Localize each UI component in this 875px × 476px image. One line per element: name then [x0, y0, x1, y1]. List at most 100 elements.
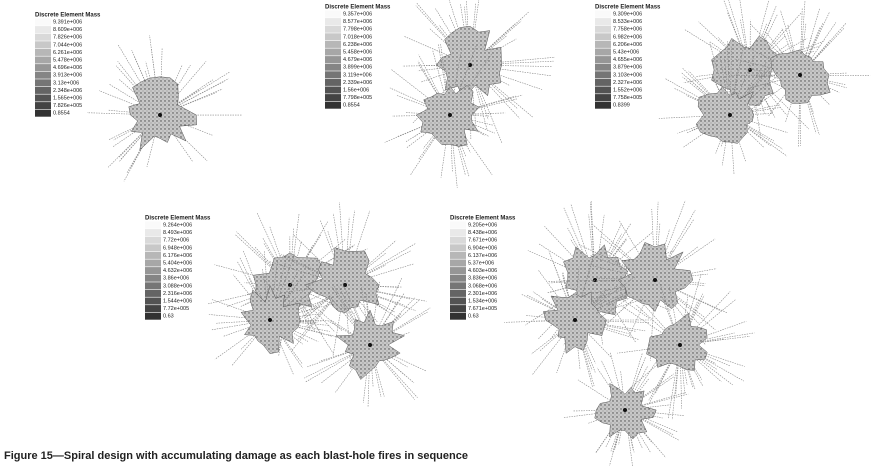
- legend-label: 7.826e+006: [53, 35, 82, 41]
- legend-label: 6.206e+006: [613, 42, 642, 48]
- crack-ray: [369, 344, 416, 400]
- damage-zone: [128, 76, 197, 151]
- crack-ray: [574, 265, 580, 321]
- crack-ray: [405, 114, 451, 149]
- crack-ray: [469, 64, 503, 144]
- blast-hole: [798, 73, 802, 77]
- crack-ray: [799, 22, 847, 76]
- blast-hole: [593, 278, 597, 282]
- crack-ray: [333, 285, 371, 346]
- legend-swatch: [145, 289, 161, 297]
- legend-swatch: [35, 86, 51, 94]
- crack-ray: [724, 56, 731, 116]
- legend-swatch: [450, 305, 466, 313]
- crack-ray: [331, 286, 371, 346]
- crack-ray: [440, 43, 451, 116]
- crack-ray: [159, 64, 183, 116]
- legend-label: 8.493e+006: [163, 230, 192, 236]
- legend-title: Discrete Element Mass: [145, 216, 211, 222]
- legend-label: 7.72e+006: [163, 238, 189, 244]
- simulation-images: [87, 0, 871, 467]
- crack-ray: [289, 221, 328, 286]
- crack-ray: [562, 278, 576, 321]
- legend-label: 7.671e+006: [468, 238, 497, 244]
- crack-ray: [87, 112, 161, 116]
- crack-ray: [574, 285, 618, 321]
- legend-swatch: [595, 63, 611, 71]
- crack-ray: [239, 257, 271, 321]
- legend-swatch: [450, 282, 466, 290]
- legend-label: 3.86e+006: [163, 276, 189, 282]
- blast-hole: [623, 408, 627, 412]
- legend-swatch: [595, 71, 611, 79]
- legend-swatch: [595, 86, 611, 94]
- crack-ray: [344, 263, 414, 286]
- legend-label: 2.301e+006: [468, 291, 497, 297]
- crack-ray: [291, 284, 346, 308]
- legend-label: 3.088e+006: [163, 283, 192, 289]
- crack-ray: [651, 209, 656, 281]
- crack-ray: [269, 253, 296, 321]
- blast-hole: [368, 343, 372, 347]
- crack-ray: [531, 319, 576, 355]
- crack-ray: [729, 57, 776, 116]
- crack-ray: [544, 226, 596, 281]
- crack-ray: [289, 284, 343, 332]
- legend-swatch: [35, 41, 51, 49]
- crack-ray: [749, 0, 769, 71]
- legend-title: Discrete Element Mass: [450, 216, 516, 222]
- legend-swatch: [325, 48, 341, 56]
- legend-swatch: [145, 229, 161, 237]
- crack-ray: [118, 79, 161, 116]
- crack-ray: [369, 344, 418, 398]
- crack-ray: [587, 409, 626, 424]
- crack-ray: [305, 284, 346, 328]
- legend-label: 7.798e+006: [343, 27, 372, 33]
- legend-swatch: [35, 79, 51, 87]
- legend-label: 6.261e+006: [53, 50, 82, 56]
- legend-swatch: [450, 274, 466, 282]
- legend-swatch: [595, 40, 611, 48]
- crack-ray: [449, 114, 493, 176]
- legend-swatch: [145, 267, 161, 275]
- legend-label: 3.913e+006: [53, 73, 82, 79]
- legend-label: 3.13e+006: [53, 80, 79, 86]
- crack-ray: [738, 42, 801, 76]
- legend-swatch: [450, 244, 466, 252]
- crack-ray: [679, 295, 705, 346]
- damage-zone: [617, 242, 694, 312]
- legend-label: 2.339e+006: [343, 80, 372, 86]
- damage-zone: [695, 86, 754, 144]
- legend-swatch: [450, 251, 466, 259]
- crack-ray: [410, 114, 451, 176]
- legend-swatch: [595, 56, 611, 64]
- legend-label: 2.316e+006: [163, 291, 192, 297]
- crack-ray: [624, 362, 656, 411]
- legend-swatch: [145, 305, 161, 313]
- legend-swatch: [450, 236, 466, 244]
- crack-ray: [654, 200, 686, 281]
- legend-label: 9.205e+006: [468, 222, 497, 228]
- legend-swatch: [595, 18, 611, 26]
- crack-ray: [233, 274, 271, 321]
- crack-ray: [412, 114, 451, 138]
- crack-ray: [532, 319, 576, 375]
- legend-swatch: [35, 109, 51, 117]
- legend-swatch: [35, 71, 51, 79]
- crack-ray: [624, 409, 633, 467]
- legend-swatch: [450, 297, 466, 305]
- legend-label: 9.357e+006: [343, 11, 372, 17]
- crack-ray: [336, 283, 371, 346]
- legend-label: 0.63: [468, 314, 479, 320]
- crack-ray: [798, 74, 801, 147]
- crack-ray: [679, 293, 703, 346]
- legend-label: 6.176e+006: [163, 253, 192, 259]
- damage-zone: [415, 85, 480, 147]
- crack-ray: [319, 219, 346, 286]
- crack-ray: [577, 379, 626, 411]
- legend-label: 6.948e+006: [163, 245, 192, 251]
- legend-label: 4.679e+006: [343, 57, 372, 63]
- crack-ray: [727, 41, 731, 116]
- crack-ray: [263, 250, 271, 321]
